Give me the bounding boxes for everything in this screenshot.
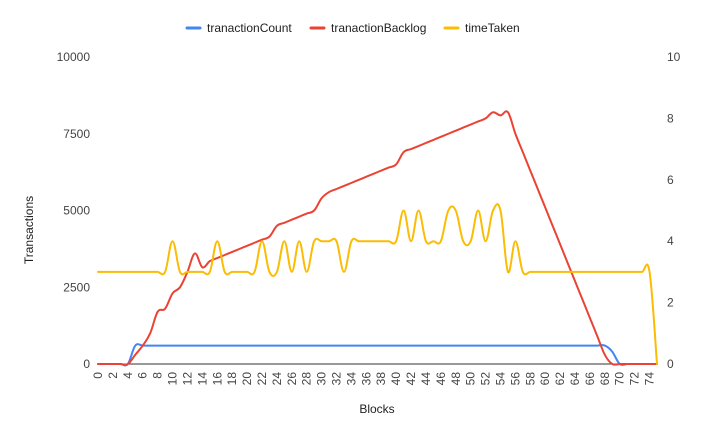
x-tick-label: 70 bbox=[613, 372, 627, 386]
x-tick-label: 72 bbox=[628, 372, 642, 386]
x-tick-label: 42 bbox=[404, 372, 418, 386]
x-tick-label: 26 bbox=[285, 372, 299, 386]
legend-label: timeTaken bbox=[465, 21, 520, 35]
y2-tick-label: 0 bbox=[667, 357, 674, 371]
x-tick-label: 38 bbox=[374, 372, 388, 386]
x-tick-label: 30 bbox=[315, 372, 329, 386]
x-tick-label: 54 bbox=[493, 372, 507, 386]
y-tick-label: 2500 bbox=[63, 280, 90, 294]
legend-label: tranactionBacklog bbox=[331, 21, 426, 35]
x-tick-label: 46 bbox=[434, 372, 448, 386]
x-tick-label: 40 bbox=[389, 372, 403, 386]
x-tick-label: 0 bbox=[91, 372, 105, 379]
y-axis-title: Transactions bbox=[22, 196, 36, 264]
x-tick-label: 20 bbox=[240, 372, 254, 386]
y2-tick-label: 8 bbox=[667, 111, 674, 125]
series-line-tranactionBacklog bbox=[97, 110, 658, 366]
x-tick-label: 32 bbox=[330, 372, 344, 386]
legend-label: tranactionCount bbox=[207, 21, 292, 35]
x-tick-label: 52 bbox=[479, 372, 493, 386]
x-tick-label: 36 bbox=[359, 372, 373, 386]
x-tick-label: 24 bbox=[270, 372, 284, 386]
series-line-tranactionCount bbox=[97, 343, 658, 367]
y2-tick-label: 6 bbox=[667, 173, 674, 187]
y-tick-label: 5000 bbox=[63, 204, 90, 218]
x-tick-label: 48 bbox=[449, 372, 463, 386]
y2-tick-label: 4 bbox=[667, 234, 674, 248]
series-line-timeTaken bbox=[97, 203, 658, 365]
x-tick-label: 16 bbox=[210, 372, 224, 386]
x-tick-label: 28 bbox=[300, 372, 314, 386]
x-tick-label: 68 bbox=[598, 372, 612, 386]
x-tick-label: 22 bbox=[255, 372, 269, 386]
plot-area bbox=[97, 110, 658, 367]
x-tick-label: 56 bbox=[508, 372, 522, 386]
x-tick-label: 50 bbox=[464, 372, 478, 386]
x-tick-label: 74 bbox=[643, 372, 657, 386]
y2-tick-label: 10 bbox=[667, 50, 681, 64]
x-tick-label: 14 bbox=[195, 372, 209, 386]
x-tick-label: 6 bbox=[136, 372, 150, 379]
x-tick-label: 34 bbox=[344, 372, 358, 386]
y-tick-label: 0 bbox=[83, 357, 90, 371]
y2-tick-label: 2 bbox=[667, 296, 674, 310]
x-tick-label: 44 bbox=[419, 372, 433, 386]
x-tick-label: 18 bbox=[225, 372, 239, 386]
x-tick-label: 2 bbox=[106, 372, 120, 379]
x-tick-label: 12 bbox=[180, 372, 194, 386]
x-tick-label: 58 bbox=[523, 372, 537, 386]
legend: tranactionCount tranactionBacklog timeTake… bbox=[185, 21, 520, 35]
x-tick-label: 60 bbox=[538, 372, 552, 386]
x-tick-label: 4 bbox=[121, 372, 135, 379]
y-tick-label: 10000 bbox=[57, 50, 91, 64]
x-tick-label: 66 bbox=[583, 372, 597, 386]
x-axis-title: Blocks bbox=[359, 402, 394, 416]
x-tick-label: 64 bbox=[568, 372, 582, 386]
x-tick-label: 8 bbox=[151, 372, 165, 379]
y-tick-label: 7500 bbox=[63, 127, 90, 141]
x-tick-label: 62 bbox=[553, 372, 567, 386]
x-tick-label: 10 bbox=[166, 372, 180, 386]
